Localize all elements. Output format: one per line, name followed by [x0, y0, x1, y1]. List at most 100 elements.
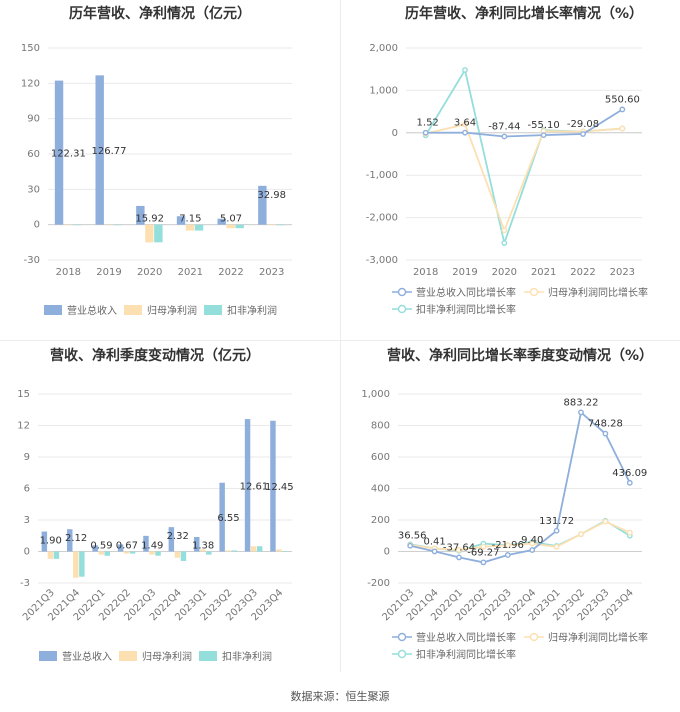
chart4-point-net-profit-growth [480, 543, 487, 550]
chart3-legend-swatch [119, 651, 137, 661]
chart1-bar-deducted-profit [235, 224, 244, 229]
chart4-data-label: -69.27 [467, 547, 499, 558]
chart2-point-revenue-growth [462, 129, 468, 136]
chart3-data-label: 6.55 [217, 513, 239, 524]
chart4-point-revenue-growth [602, 430, 609, 437]
chart1-bar-net-profit [226, 224, 235, 229]
chart4-y-tick-label: 200 [371, 515, 390, 526]
chart4-point-net-profit-growth [578, 531, 584, 538]
chart2-point-revenue-growth [540, 132, 547, 139]
chart2-point-net-profit-growth [619, 125, 626, 132]
chart1-bar-deducted-profit [72, 224, 82, 226]
chart4-point-net-profit-growth [553, 543, 560, 550]
chart3-y-tick-label: 12 [17, 421, 30, 432]
chart1-bar-deducted-profit [194, 224, 204, 231]
chart1-x-tick-label: 2023 [259, 267, 284, 278]
chart3-bar-revenue [41, 531, 48, 552]
chart1-y-tick-label: 150 [21, 43, 40, 54]
chart4-legend-marker [397, 632, 407, 642]
chart3-bar-deducted-profit [282, 551, 288, 552]
chart1-bar-revenue [176, 216, 186, 225]
chart1-data-label: 122.31 [51, 149, 86, 160]
chart3-y-tick-label: 0 [24, 547, 30, 558]
chart4-point-revenue-growth [504, 552, 511, 558]
chart4-point-net-profit-growth [504, 542, 511, 549]
chart2-point-revenue-growth [619, 106, 626, 113]
chart1-legend-swatch [204, 305, 222, 315]
chart1-data-label: 7.15 [179, 214, 201, 225]
source-footer: 数据来源：恒生聚源 [290, 690, 390, 703]
panel-divider-horizontal [0, 340, 680, 341]
chart4-point-revenue-growth [431, 548, 438, 555]
chart1-bar-revenue [258, 185, 267, 225]
chart4-y-tick-label: 800 [371, 421, 390, 432]
chart1-bar-net-profit [145, 224, 154, 243]
chart2-line-deducted-profit-growth [424, 67, 623, 247]
chart1-bar-net-profit [63, 224, 73, 226]
chart3-title: 营收、净利季度变动情况（亿元） [50, 347, 260, 364]
chart1-x-tick-label: 2022 [218, 267, 243, 278]
chart3-data-label: 1.49 [141, 541, 163, 552]
chart1-legend-swatch [124, 305, 142, 315]
chart1-data-label: 15.92 [135, 214, 164, 225]
chart1-y-tick-label: 120 [21, 78, 40, 89]
chart2-legend-marker [397, 287, 407, 297]
chart4-y-tick-label: 0 [384, 547, 390, 558]
chart3-bar-deducted-profit [231, 550, 237, 552]
chart1-bar-net-profit [267, 224, 276, 225]
chart3-data-label: 12.45 [265, 482, 294, 493]
chart3-data-label: 0.67 [116, 541, 138, 552]
chart3-bar-net-profit [225, 550, 231, 552]
chart3-y-tick-label: 6 [24, 484, 30, 495]
chart3-bar-deducted-profit [53, 551, 60, 559]
chart4-y-tick-label: 1,000 [361, 389, 390, 400]
chart2-x-tick-label: 2021 [531, 267, 556, 278]
chart4-point-revenue-growth [407, 542, 414, 549]
chart4-point-revenue-growth [553, 527, 560, 534]
chart2-y-tick-label: 1,000 [369, 85, 398, 96]
chart4-y-tick-label: 400 [371, 484, 390, 495]
chart2-point-revenue-growth [580, 131, 586, 137]
chart2-point-deducted-profit-growth [462, 67, 468, 73]
chart3-data-label: 0.59 [90, 541, 112, 552]
chart1-data-label: 32.98 [257, 190, 286, 201]
chart4-point-net-profit-growth [626, 529, 633, 536]
chart3-bar-net-profit [174, 551, 181, 558]
chart4-point-revenue-growth [456, 554, 462, 561]
chart3-bar-revenue [219, 482, 225, 552]
chart4-data-label: 748.28 [588, 419, 623, 430]
chart3-bar-net-profit [98, 551, 104, 555]
chart3-legend-swatch [39, 651, 57, 661]
chart2-y-tick-label: -1,000 [366, 170, 398, 181]
chart4-point-revenue-growth [578, 409, 584, 416]
chart3-y-tick-label: 15 [17, 389, 30, 400]
chart4-legend-label: 扣非净利润同比增长率 [416, 648, 516, 661]
chart2-data-label: -55.10 [528, 120, 560, 131]
panel-divider-vertical [340, 0, 341, 672]
chart4-point-net-profit-growth [529, 540, 536, 547]
chart2-line-revenue-growth [425, 108, 623, 138]
chart4-point-revenue-growth [480, 559, 487, 566]
chart3-y-tick-label: 3 [24, 515, 30, 526]
chart1-bar-deducted-profit [113, 224, 122, 226]
chart1-bar-revenue [54, 80, 64, 225]
chart3-bar-deducted-profit [256, 546, 263, 552]
chart2-line-net-profit-growth [425, 123, 623, 233]
chart4-legend-label: 归母净利润同比增长率 [548, 631, 648, 644]
chart2-legend-marker [529, 287, 539, 297]
chart4-data-label: 0.41 [423, 536, 445, 547]
chart1-y-tick-label: 0 [34, 220, 40, 231]
chart1-bar-deducted-profit [154, 224, 163, 243]
chart3-bar-revenue [67, 529, 73, 552]
chart3-bar-net-profit [250, 546, 257, 552]
chart1-legend-swatch [44, 305, 62, 315]
chart1-x-tick-label: 2021 [178, 267, 203, 278]
chart4-data-label: 436.09 [612, 468, 647, 479]
chart1-data-label: 126.77 [92, 146, 127, 157]
chart2-point-net-profit-growth [501, 227, 508, 234]
chart4-point-revenue-growth [529, 547, 536, 553]
chart3-y-tick-label: -3 [20, 578, 30, 589]
chart2-y-tick-label: -2,000 [366, 213, 398, 224]
chart2-point-deducted-profit-growth [501, 240, 508, 246]
chart3-legend-label: 归母净利润 [142, 650, 192, 663]
